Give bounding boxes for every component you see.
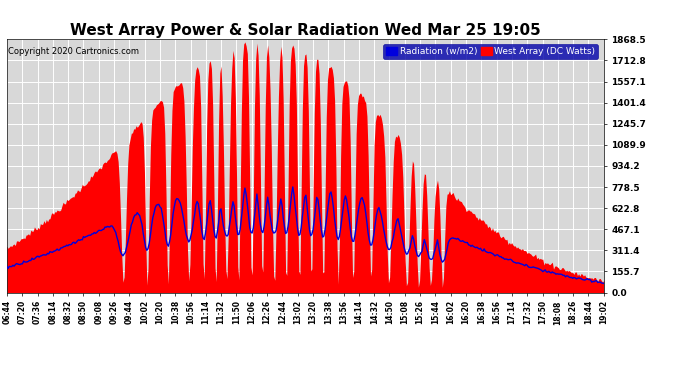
- Text: Copyright 2020 Cartronics.com: Copyright 2020 Cartronics.com: [8, 47, 139, 56]
- Title: West Array Power & Solar Radiation Wed Mar 25 19:05: West Array Power & Solar Radiation Wed M…: [70, 23, 541, 38]
- Legend: Radiation (w/m2), West Array (DC Watts): Radiation (w/m2), West Array (DC Watts): [384, 44, 598, 59]
